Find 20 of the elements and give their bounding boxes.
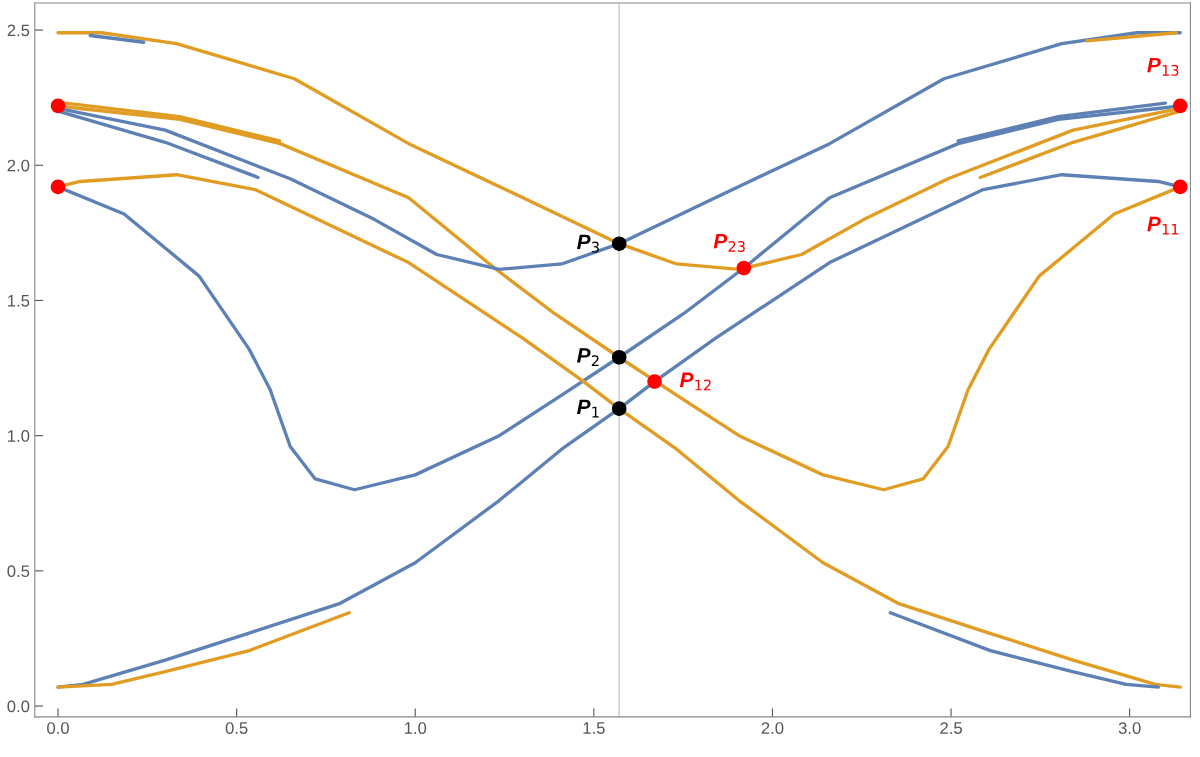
x-tick-label: 0.0 — [47, 722, 69, 734]
x-tick-label: 1.5 — [583, 722, 605, 734]
y-tick-label: 2.0 — [7, 159, 30, 172]
y-tick-label: 2.5 — [7, 24, 30, 37]
y-tick-label: 0.0 — [7, 700, 30, 713]
x-tick-label: 3.0 — [1118, 722, 1141, 734]
x-tick-label: 0.5 — [225, 722, 248, 734]
y-tick-label: 1.0 — [8, 430, 30, 442]
annotation: P$_{11}$ — [1147, 216, 1179, 235]
x-tick-label: 2.5 — [940, 722, 962, 734]
annotation: P$_{2}$ — [577, 348, 599, 367]
y-tick-label: 1.5 — [8, 295, 30, 307]
x-tick-label: 1.0 — [404, 722, 427, 734]
annotation: P$_{13}$ — [1147, 57, 1179, 76]
x-tick-label: 2.0 — [761, 722, 784, 734]
annotation: P$_{3}$ — [577, 234, 599, 253]
annotation: P$_{1}$ — [577, 399, 599, 418]
annotation: P$_{23}$ — [713, 234, 745, 252]
y-tick-label: 0.5 — [7, 565, 30, 578]
annotation: P$_{12}$ — [679, 372, 711, 391]
